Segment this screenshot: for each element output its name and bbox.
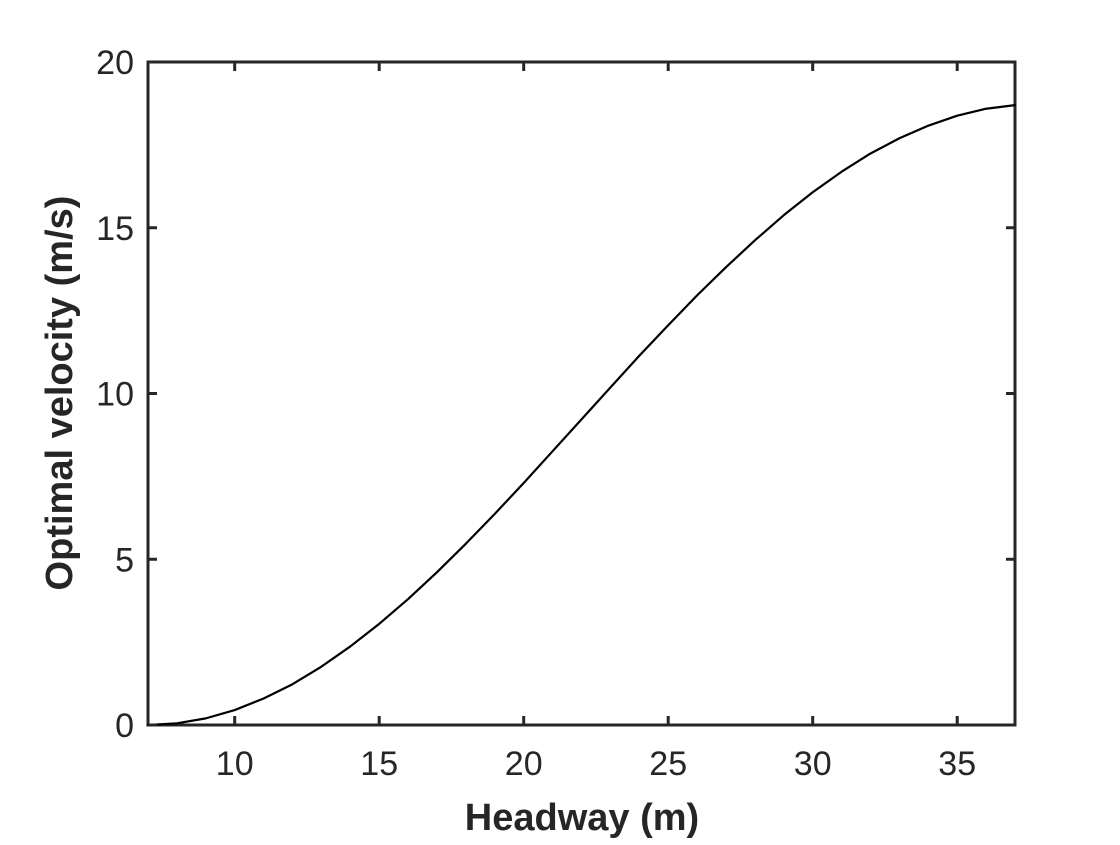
y-tick-label: 0	[115, 707, 134, 745]
y-tick-label: 5	[115, 541, 134, 579]
x-tick-label: 30	[794, 745, 832, 783]
y-tick-label: 15	[96, 210, 134, 248]
y-axis-label: Optimal velocity (m/s)	[39, 196, 81, 591]
x-tick-label: 20	[505, 745, 543, 783]
y-tick-label: 20	[96, 44, 134, 82]
x-tick-label: 35	[938, 745, 976, 783]
axes-box	[146, 60, 1017, 727]
x-tick-label: 15	[360, 745, 398, 783]
x-tick-label: 10	[216, 745, 254, 783]
axis-ticks: 10 15 20 25 30 35 0 5 10 15 20	[96, 44, 1015, 783]
series-line-0	[146, 104, 1017, 727]
x-axis-label: Headway (m)	[465, 797, 699, 839]
x-tick-label: 25	[649, 745, 687, 783]
y-tick-label: 10	[96, 376, 134, 414]
plot-area	[146, 60, 1017, 727]
